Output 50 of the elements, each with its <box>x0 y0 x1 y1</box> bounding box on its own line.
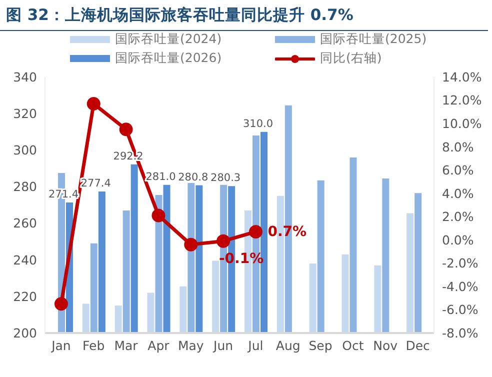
chart-title: 图 32：上海机场国际旅客吞吐量同比提升 0.7% <box>0 0 488 31</box>
point <box>248 225 262 239</box>
y-tick-label: 240 <box>13 252 38 268</box>
y2-tick-label: 12.0% <box>442 92 482 108</box>
x-tick-label: Apr <box>148 338 170 353</box>
y2-tick-label: 4.0% <box>442 186 474 201</box>
legend-label: 国际吞吐量(2026) <box>115 50 222 67</box>
point <box>184 238 198 252</box>
y2-tick-label: -2.0% <box>442 256 478 271</box>
data-label: 280.8 <box>178 171 208 184</box>
x-tick-label: Mar <box>114 338 139 353</box>
x-tick-label: Jul <box>247 338 264 353</box>
data-label: 0.7% <box>268 224 307 240</box>
y2-tick-label: 8.0% <box>442 139 474 154</box>
x-tick-label: May <box>178 338 204 353</box>
y2-tick-label: -6.0% <box>442 302 478 318</box>
point <box>152 208 166 222</box>
y2-tick-label: 6.0% <box>442 162 474 178</box>
data-label: 280.3 <box>210 172 241 184</box>
x-tick-label: Jun <box>212 338 234 353</box>
legend-label: 国际吞吐量(2025) <box>320 31 427 48</box>
x-tick-label: Oct <box>342 338 364 353</box>
point <box>216 234 230 248</box>
legend-label: 同比(右轴) <box>320 50 382 67</box>
x-tick-label: Jan <box>50 338 71 353</box>
y-tick-label: 200 <box>13 325 38 340</box>
y2-tick-label: 0.0% <box>442 232 474 248</box>
x-tick-label: Feb <box>82 338 105 353</box>
x-tick-label: Dec <box>406 338 430 353</box>
point <box>86 97 100 111</box>
legend-label: 国际吞吐量(2024) <box>115 31 222 48</box>
y2-tick-label: 2.0% <box>442 209 474 224</box>
x-tick-label: Aug <box>276 338 300 353</box>
data-label: -0.1% <box>218 251 264 268</box>
y-tick-label: 300 <box>13 142 38 158</box>
x-tick-label: Sep <box>308 338 332 353</box>
y-tick-label: 220 <box>13 288 38 304</box>
y2-tick-label: 14.0% <box>442 69 482 84</box>
y-tick-label: 320 <box>13 106 38 122</box>
x-tick-label: Nov <box>373 338 398 353</box>
y-tick-label: 340 <box>13 69 38 84</box>
y2-tick-label: 10.0% <box>442 116 482 131</box>
y-tick-label: 280 <box>13 179 38 194</box>
data-label: 310.0 <box>242 118 274 130</box>
y-tick-label: 260 <box>13 216 38 231</box>
y2-tick-label: -4.0% <box>442 278 478 294</box>
point <box>54 297 68 311</box>
point <box>119 122 133 136</box>
y2-tick-label: -8.0% <box>442 325 478 340</box>
data-label: 281.0 <box>146 170 176 183</box>
